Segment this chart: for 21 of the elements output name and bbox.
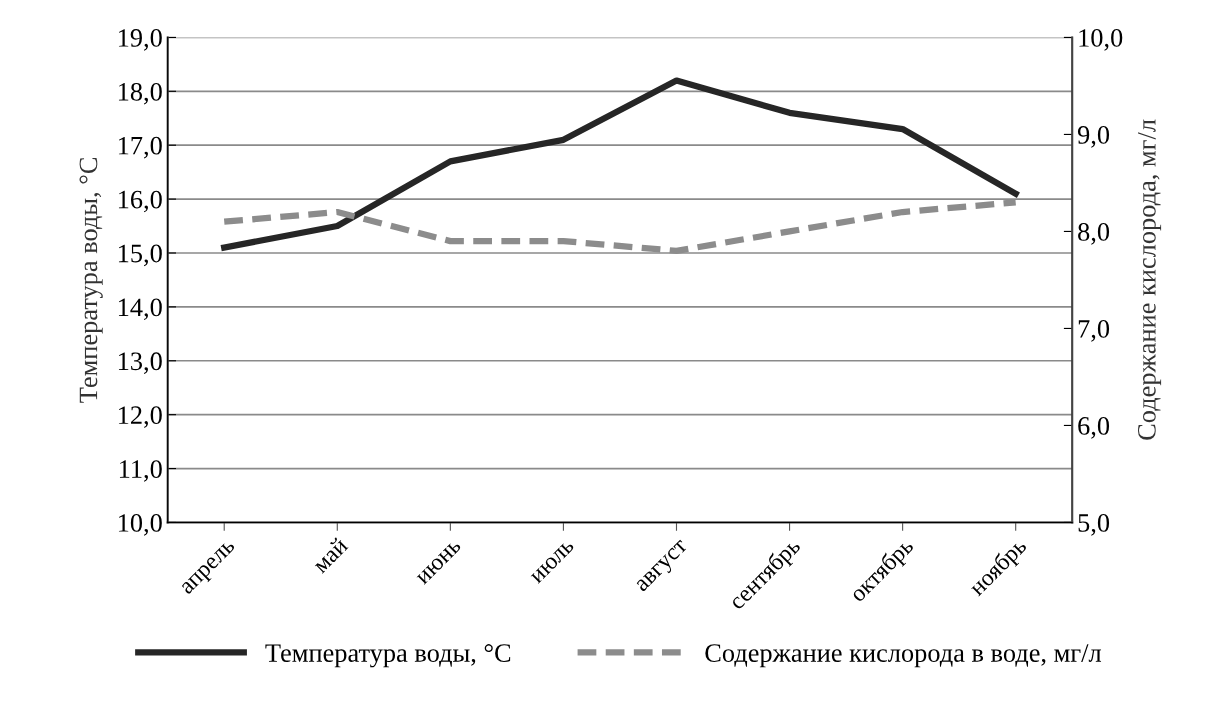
legend-label: Температура воды, °С [265,644,511,668]
y-tick-label: 10,0 [118,514,162,536]
x-tick-label: май [311,536,349,574]
y-tick-label: 15,0 [118,244,162,267]
y-tick-label: 12,0 [118,406,162,428]
y-tick-label: 18,0 [118,82,162,105]
y2-tick-label: 7,0 [1078,320,1110,342]
y2-tick-label: 8,0 [1078,223,1110,245]
y-tick-label: 14,0 [118,298,162,321]
legend-label: Содержание кислорода в воде, мг/л [705,644,1102,668]
y2-tick-label: 9,0 [1077,126,1110,148]
y-tick-label: 17,0 [118,136,162,159]
y-tick-label: 11,0 [119,460,162,482]
y2-axis-title: Содержание кислорода, мг/л [1137,119,1162,440]
y-tick-label: 16,0 [118,190,162,213]
y-axis-title: Температура воды, °С [79,158,103,403]
y2-tick-label: 6,0 [1078,417,1110,439]
y-tick-label: 13,0 [118,352,162,374]
y2-tick-label: 10,0 [1079,29,1123,51]
y-tick-label: 19,0 [118,29,162,51]
y2-tick-label: 5,0 [1078,514,1110,536]
